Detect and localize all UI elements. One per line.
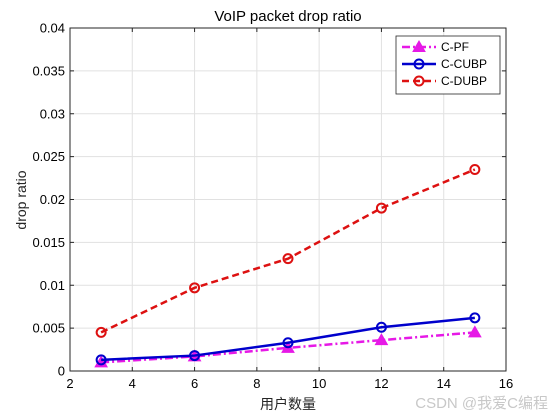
legend-entry-c-cubp: C-CUBP xyxy=(402,57,487,71)
y-tick-label: 0.03 xyxy=(40,106,65,121)
y-tick-label: 0.035 xyxy=(32,63,65,78)
data-point xyxy=(374,333,389,346)
watermark: CSDN @我爱C编程 xyxy=(415,395,548,412)
x-tick-label: 14 xyxy=(436,376,450,391)
series-c-cubp xyxy=(95,312,481,366)
series-line xyxy=(100,168,476,334)
legend-label: C-DUBP xyxy=(441,74,487,88)
x-tick-label: 16 xyxy=(499,376,513,391)
y-tick-label: 0.015 xyxy=(32,235,65,250)
x-tick-label: 12 xyxy=(374,376,388,391)
series-c-dubp xyxy=(95,163,481,338)
x-tick-label: 4 xyxy=(129,376,136,391)
legend: C-PF C-CUBP C-DUBP xyxy=(395,35,501,95)
data-point xyxy=(469,163,481,175)
y-tick-label: 0.01 xyxy=(40,278,65,293)
data-point xyxy=(375,202,387,214)
legend-label: C-CUBP xyxy=(441,57,487,71)
data-point xyxy=(282,337,294,349)
series-layer xyxy=(94,163,482,368)
y-axis-label: drop ratio xyxy=(13,170,29,229)
data-point xyxy=(95,326,107,338)
legend-label: C-PF xyxy=(441,40,469,54)
y-axis-ticks: 0 0.005 0.01 0.015 0.02 0.025 0.03 0.035 0.04 xyxy=(32,21,506,379)
legend-marker xyxy=(413,58,425,70)
x-axis-ticks: 2 4 6 8 10 12 14 16 xyxy=(66,28,513,391)
x-tick-label: 6 xyxy=(191,376,198,391)
data-point xyxy=(189,282,201,294)
y-tick-label: 0.025 xyxy=(32,149,65,164)
legend-entry-c-pf: C-PF xyxy=(402,39,469,54)
series-line xyxy=(101,316,475,362)
x-tick-label: 10 xyxy=(312,376,326,391)
x-tick-label: 8 xyxy=(253,376,260,391)
legend-marker xyxy=(413,75,425,87)
x-tick-label: 2 xyxy=(66,376,73,391)
data-point xyxy=(469,312,481,324)
data-point xyxy=(95,354,107,366)
y-tick-label: 0.02 xyxy=(40,192,65,207)
data-point xyxy=(375,321,387,333)
data-point xyxy=(189,350,201,362)
x-axis-label: 用户数量 xyxy=(260,396,316,412)
y-tick-label: 0 xyxy=(58,364,65,379)
data-point xyxy=(467,325,482,338)
legend-marker xyxy=(412,39,426,52)
data-point xyxy=(282,253,294,265)
y-tick-label: 0.005 xyxy=(32,321,65,336)
legend-entry-c-dubp: C-DUBP xyxy=(402,74,487,88)
y-tick-label: 0.04 xyxy=(40,21,65,36)
chart-title: VoIP packet drop ratio xyxy=(214,8,361,25)
